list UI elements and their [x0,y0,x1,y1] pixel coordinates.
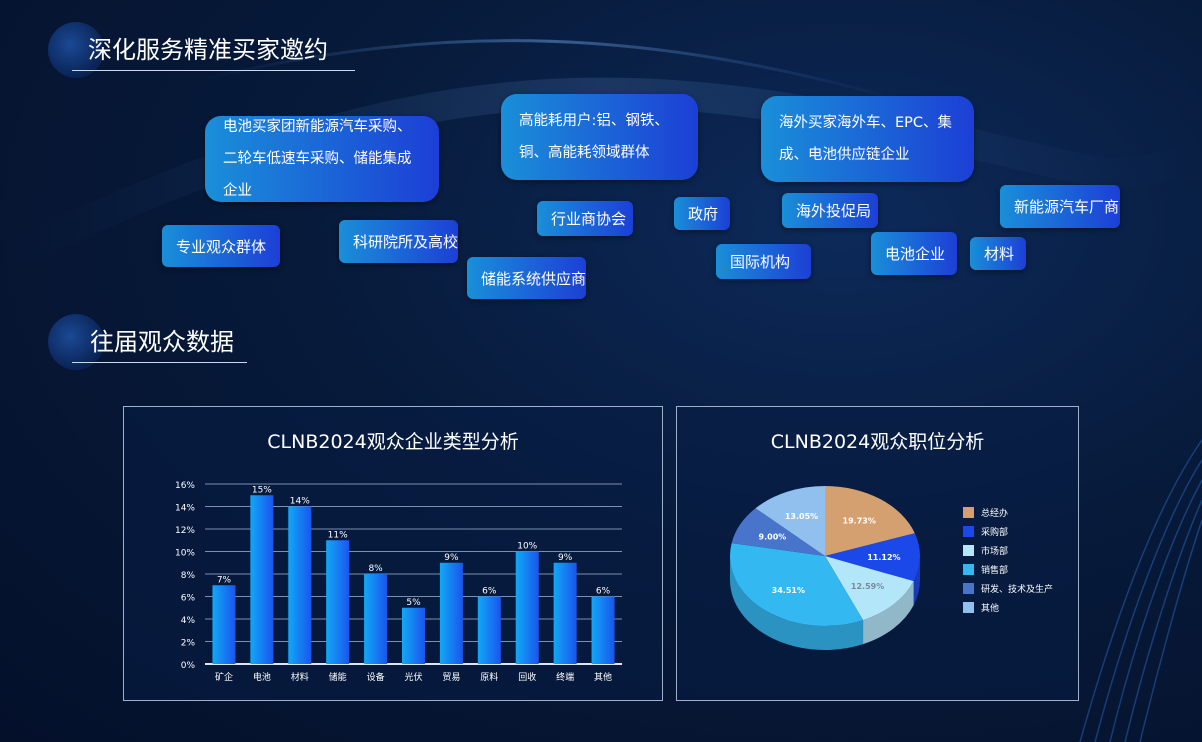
x-tick-label: 储能 [329,671,347,683]
legend-label: 研发、技术及生产 [981,583,1053,595]
pie-slice [825,556,914,621]
x-tick-label: 终端 [556,671,574,683]
data-label: 9% [444,553,459,563]
data-label: 6% [482,587,497,597]
y-tick-label: 2% [181,639,196,649]
bar [326,540,350,664]
data-label: 6% [596,587,611,597]
circle-decoration [48,22,104,78]
pie-side [913,556,920,606]
tag-overseas-buyers: 海外买家海外车、EPC、集成、电池供应链企业 [761,96,974,182]
bar [364,574,388,664]
tag-government: 政府 [674,197,730,230]
x-tick-label: 电池 [253,671,271,683]
legend-label: 销售部 [981,564,1008,576]
y-tick-label: 12% [175,526,195,536]
chart-title: CLNB2024观众职位分析 [770,431,985,453]
pie-side [863,581,914,645]
circle-decoration [48,314,104,370]
pie-data-label: 9.00% [759,532,787,541]
y-tick-label: 10% [175,549,195,559]
bar [439,562,463,664]
tag-professional-audience: 专业观众群体 [162,225,280,267]
pie-slice [825,486,915,556]
x-tick-label: 光伏 [404,671,422,683]
tag-battery-companies: 电池企业 [871,232,957,275]
tag-materials: 材料 [970,237,1026,270]
bar [477,596,501,664]
bar [591,596,615,664]
pie-data-label: 19.73% [843,517,876,526]
legend-swatch [963,507,974,518]
data-label: 11% [328,530,348,540]
y-tick-label: 8% [181,571,196,581]
data-label: 15% [252,485,272,495]
legend-label: 其他 [981,602,999,614]
y-tick-label: 0% [181,661,196,671]
pie-slice [825,533,920,582]
y-tick-label: 14% [175,504,195,514]
chart-title: CLNB2024观众企业类型分析 [267,431,519,453]
bar [515,551,539,664]
pie-side [730,556,864,650]
pie-data-label: 13.05% [785,512,818,521]
legend-swatch [963,564,974,575]
bar [402,607,425,664]
tag-international-orgs: 国际机构 [716,244,811,279]
legend-swatch [963,545,974,556]
divider [72,70,355,71]
data-label: 9% [558,553,573,563]
pie-slice [755,486,825,556]
x-tick-label: 原料 [480,671,498,683]
tag-high-energy-users: 高能耗用户:铝、钢铁、铜、高能耗领域群体 [501,94,698,180]
section-title: 往届观众数据 [90,328,234,356]
x-tick-label: 回收 [518,671,536,683]
tag-investment-bureau: 海外投促局 [782,193,878,228]
data-label: 14% [290,497,310,507]
data-label: 7% [217,575,232,585]
x-tick-label: 材料 [291,671,309,683]
tag-battery-buyers: 电池买家团新能源汽车采购、二轮车低速车采购、储能集成企业 [205,116,439,202]
bar [212,585,236,664]
divider [72,362,247,363]
bar [288,506,312,664]
tag-ess-suppliers: 储能系统供应商 [467,257,586,299]
pie-slice [730,543,864,626]
legend-swatch [963,526,974,537]
pie-data-label: 11.12% [867,553,900,562]
data-label: 5% [406,598,421,608]
data-label: 10% [517,542,537,552]
tag-research-institutes: 科研院所及高校 [339,220,458,263]
pie-data-label: 34.51% [772,586,805,595]
legend-label: 采购部 [981,526,1008,538]
bar [250,495,274,664]
tag-associations: 行业商协会 [537,201,633,236]
pie-data-label: 12.59% [851,582,884,591]
pie-slice [731,508,825,556]
x-tick-label: 设备 [367,671,385,683]
legend-label: 市场部 [981,545,1008,557]
x-tick-label: 贸易 [442,671,460,683]
data-label: 8% [368,564,383,574]
section-title: 深化服务精准买家邀约 [88,36,328,64]
x-tick-label: 其他 [594,671,612,683]
tag-nev-makers: 新能源汽车厂商 [1000,185,1120,228]
x-tick-label: 矿企 [215,671,233,683]
legend-swatch [963,602,974,613]
y-tick-label: 4% [181,616,196,626]
y-tick-label: 16% [175,481,195,491]
y-tick-label: 6% [181,594,196,604]
legend-swatch [963,583,974,594]
bar [553,562,577,664]
legend-label: 总经办 [981,507,1008,519]
